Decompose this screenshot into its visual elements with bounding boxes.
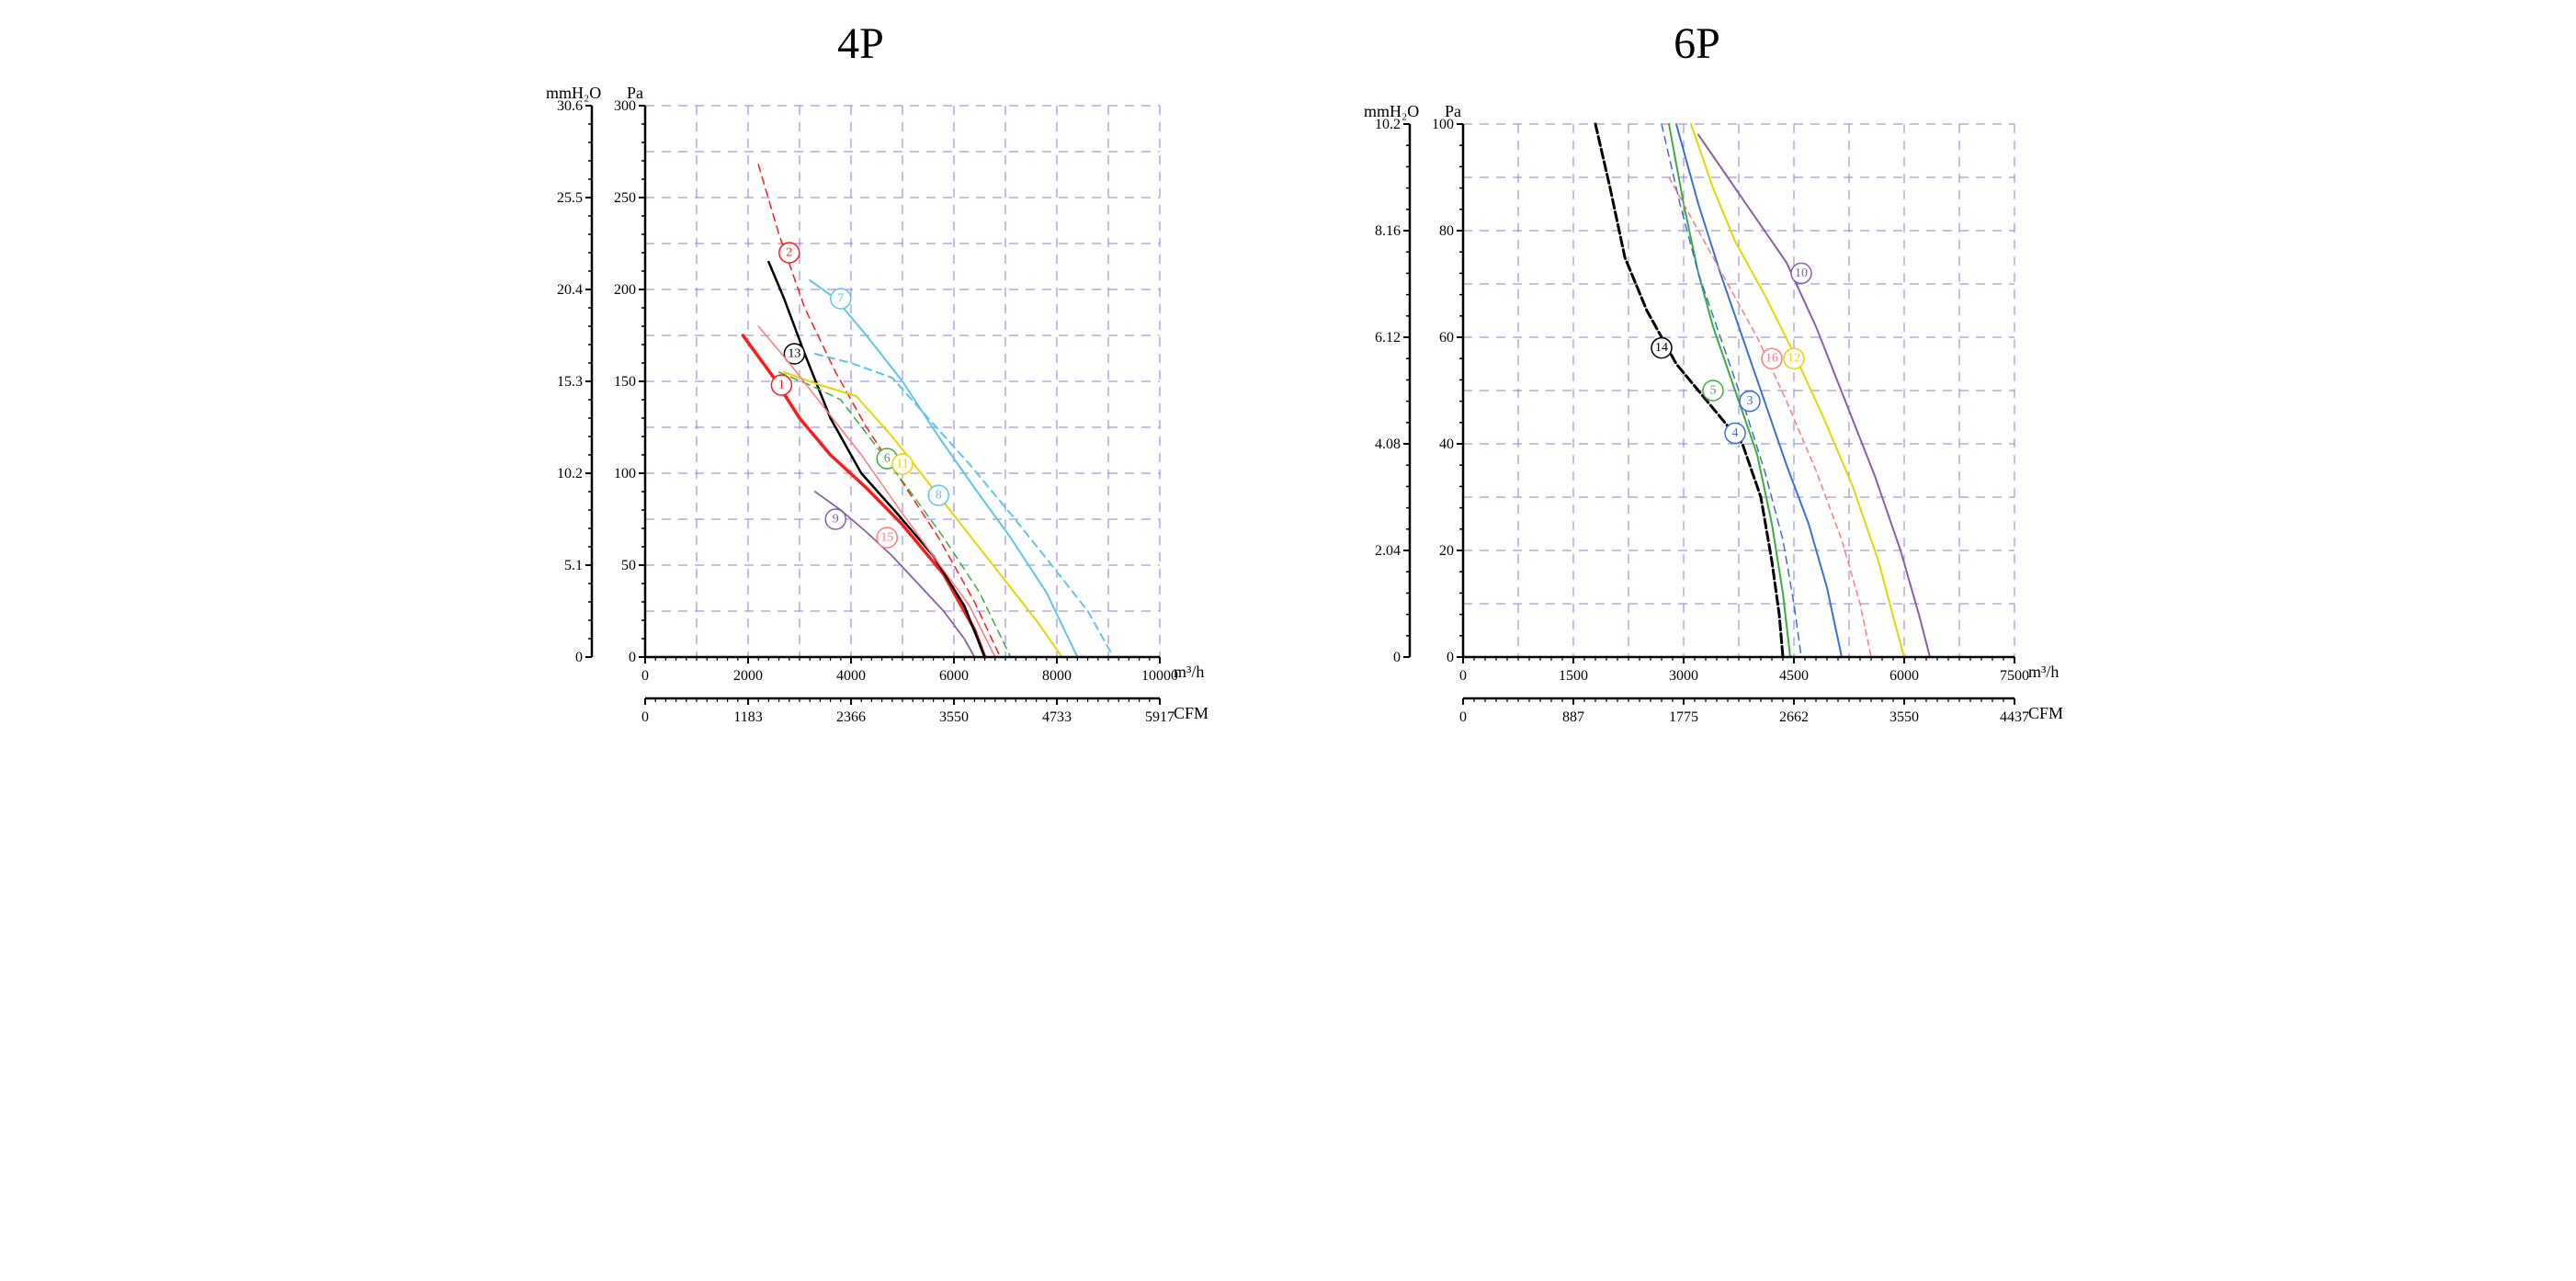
x-cfm-tick-label: 3550 bbox=[939, 709, 969, 725]
x-cfm-unit-label: CFM bbox=[2028, 704, 2063, 722]
x-m3h-unit-label: m³/h bbox=[1174, 663, 1204, 681]
y-mm-tick-label: 0 bbox=[1393, 650, 1401, 665]
x-cfm-tick-label: 4437 bbox=[2000, 709, 2029, 725]
chart-6p-svg: 1454316121000202.04404.08606.12808.16100… bbox=[1307, 78, 2088, 749]
x-m3h-tick-label: 2000 bbox=[733, 668, 763, 684]
x-cfm-tick-label: 0 bbox=[1459, 709, 1467, 725]
curve-label-text-4: 4 bbox=[1731, 426, 1738, 440]
x-m3h-tick-label: 1500 bbox=[1559, 668, 1588, 684]
x-cfm-tick-label: 1775 bbox=[1669, 709, 1698, 725]
x-m3h-tick-label: 4500 bbox=[1779, 668, 1809, 684]
chart-6p-title: 6P bbox=[1307, 18, 2088, 69]
curve-label-text-8: 8 bbox=[935, 489, 941, 503]
x-cfm-tick-label: 4733 bbox=[1042, 709, 1072, 725]
chart-4p-svg: 12136117891500505.110010.215015.320020.4… bbox=[489, 78, 1233, 749]
y-mm-tick-label: 2.04 bbox=[1375, 543, 1401, 559]
x-m3h-tick-label: 6000 bbox=[1889, 668, 1919, 684]
y-pa-tick-label: 150 bbox=[614, 374, 636, 390]
x-m3h-unit-label: m³/h bbox=[2028, 663, 2059, 681]
y-pa-tick-label: 250 bbox=[614, 190, 636, 206]
curve-label-text-11: 11 bbox=[896, 458, 908, 471]
curve-label-text-1: 1 bbox=[777, 379, 784, 392]
y-pa-unit-label: Pa bbox=[1445, 102, 1461, 120]
x-m3h-tick-label: 4000 bbox=[836, 668, 866, 684]
x-cfm-tick-label: 3550 bbox=[1889, 709, 1919, 725]
y-pa-tick-label: 200 bbox=[614, 282, 636, 298]
y-pa-unit-label: Pa bbox=[627, 84, 643, 102]
curve-label-text-14: 14 bbox=[1655, 341, 1668, 355]
x-m3h-tick-label: 10000 bbox=[1141, 668, 1178, 684]
y-pa-tick-label: 0 bbox=[1447, 650, 1454, 665]
y-mm-tick-label: 8.16 bbox=[1375, 223, 1401, 239]
y-pa-tick-label: 0 bbox=[629, 650, 636, 665]
x-cfm-unit-label: CFM bbox=[1174, 704, 1209, 722]
curve-14 bbox=[1595, 124, 1783, 657]
curve-label-text-2: 2 bbox=[786, 246, 792, 260]
x-m3h-tick-label: 3000 bbox=[1669, 668, 1698, 684]
curve-label-text-5: 5 bbox=[1709, 384, 1716, 398]
x-cfm-tick-label: 887 bbox=[1562, 709, 1584, 725]
y-pa-tick-label: 100 bbox=[614, 466, 636, 482]
curve-label-text-13: 13 bbox=[788, 347, 800, 361]
x-cfm-tick-label: 2366 bbox=[836, 709, 866, 725]
x-m3h-tick-label: 7500 bbox=[2000, 668, 2029, 684]
y-pa-tick-label: 40 bbox=[1439, 436, 1454, 452]
y-pa-tick-label: 50 bbox=[621, 558, 636, 573]
curve-label-text-10: 10 bbox=[1795, 266, 1808, 280]
y-mm-tick-label: 0 bbox=[575, 650, 583, 665]
y-mm-tick-label: 5.1 bbox=[564, 558, 583, 573]
y-mm-tick-label: 15.3 bbox=[557, 374, 583, 390]
chart-4p-title: 4P bbox=[489, 18, 1233, 69]
curve-7 bbox=[810, 280, 1077, 657]
x-cfm-tick-label: 2662 bbox=[1779, 709, 1809, 725]
x-cfm-tick-label: 1183 bbox=[733, 709, 762, 725]
curve-label-text-12: 12 bbox=[1787, 352, 1800, 366]
curve-label-text-16: 16 bbox=[1765, 352, 1778, 366]
curve-label-text-3: 3 bbox=[1746, 394, 1753, 408]
x-cfm-tick-label: 0 bbox=[641, 709, 649, 725]
y-mm-tick-label: 20.4 bbox=[557, 282, 583, 298]
x-m3h-tick-label: 0 bbox=[1459, 668, 1467, 684]
y-mm-tick-label: 10.2 bbox=[557, 466, 583, 482]
x-m3h-tick-label: 0 bbox=[641, 668, 649, 684]
y-mm-tick-label: 4.08 bbox=[1375, 436, 1401, 452]
y-pa-tick-label: 20 bbox=[1439, 543, 1454, 559]
y-pa-tick-label: 60 bbox=[1439, 330, 1454, 346]
y-pa-tick-label: 80 bbox=[1439, 223, 1454, 239]
curve-label-text-7: 7 bbox=[837, 292, 844, 306]
x-cfm-tick-label: 5917 bbox=[1145, 709, 1175, 725]
x-m3h-tick-label: 6000 bbox=[939, 668, 969, 684]
y-mm-tick-label: 6.12 bbox=[1375, 330, 1401, 346]
y-mm-unit-label: mmH₂O bbox=[1364, 102, 1419, 120]
y-mm-unit-label: mmH₂O bbox=[546, 84, 601, 102]
curve-label-text-9: 9 bbox=[832, 513, 838, 527]
curve-label-text-6: 6 bbox=[883, 452, 890, 466]
x-m3h-tick-label: 8000 bbox=[1042, 668, 1072, 684]
curve-label-text-15: 15 bbox=[880, 531, 893, 545]
y-mm-tick-label: 25.5 bbox=[557, 190, 583, 206]
chart-4p-container: 4P 12136117891500505.110010.215015.32002… bbox=[489, 18, 1233, 749]
chart-6p-container: 6P 1454316121000202.04404.08606.12808.16… bbox=[1307, 18, 2088, 749]
